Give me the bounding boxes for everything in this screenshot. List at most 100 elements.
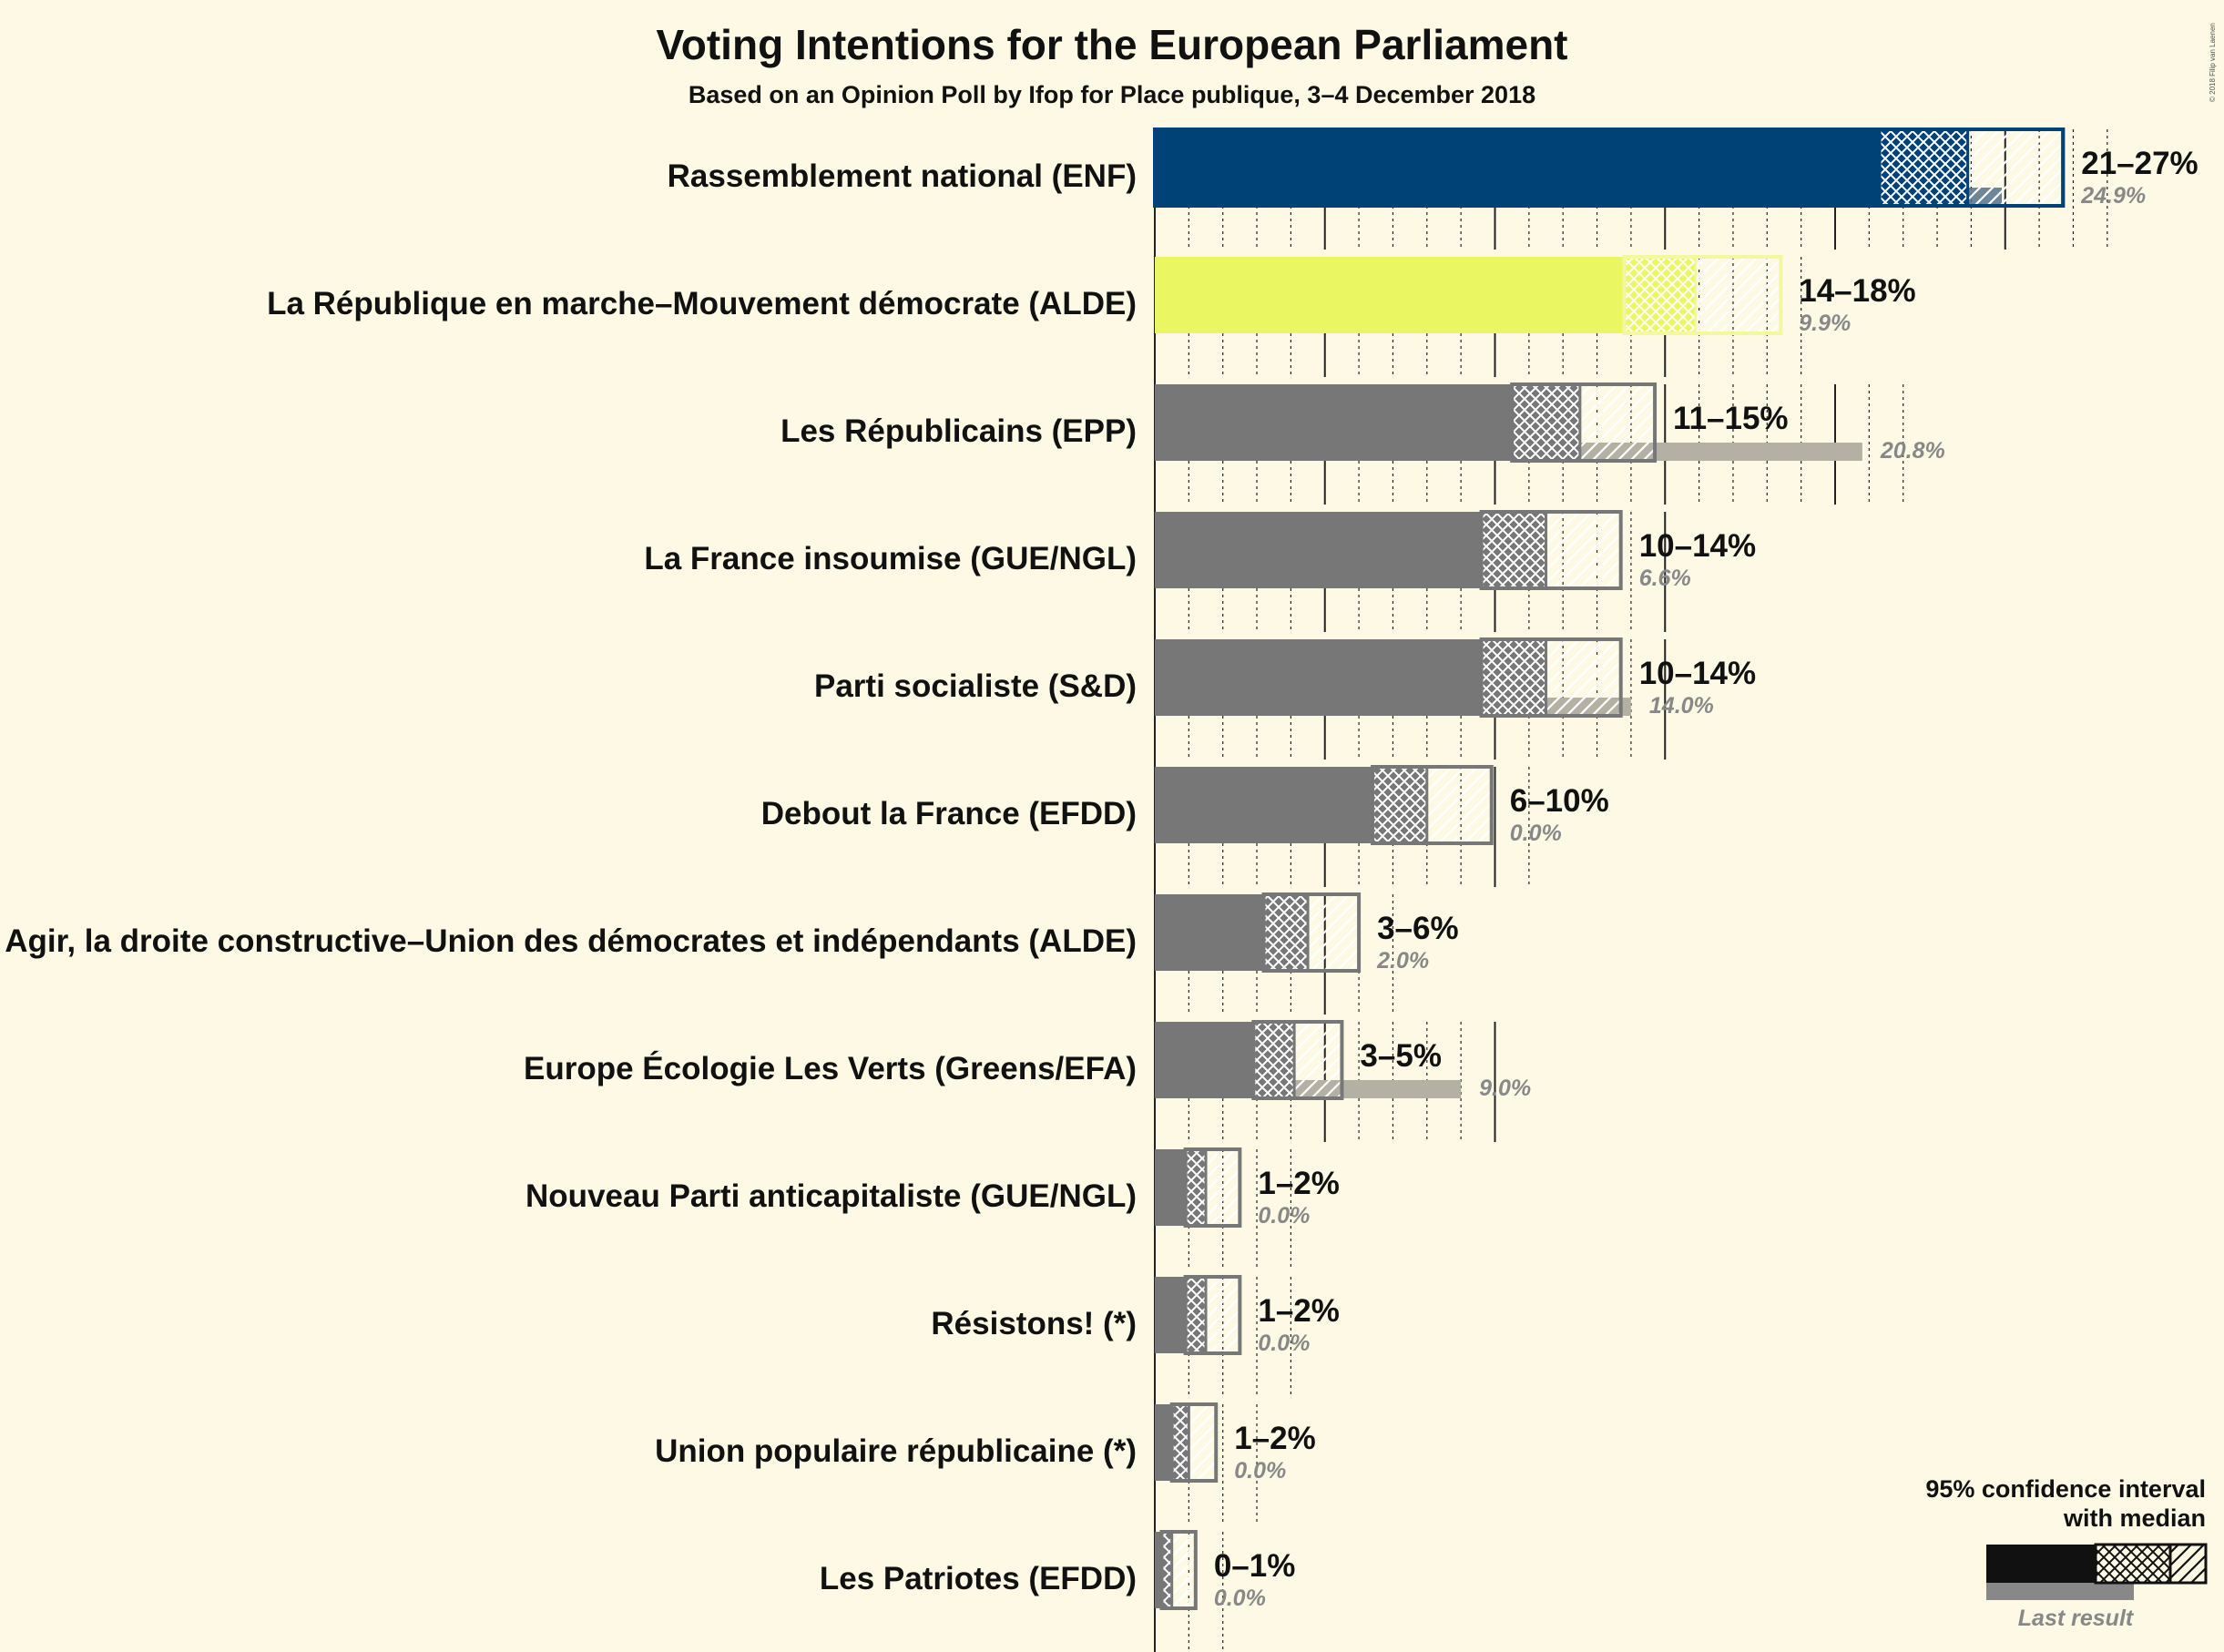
party-label: Nouveau Parti anticapitaliste (GUE/NGL) <box>525 1178 1137 1214</box>
legend-median-crosshatch <box>2096 1545 2170 1583</box>
bar-ci-upper-hatch <box>1967 129 2064 206</box>
range-label: 11–15% <box>1673 401 1789 436</box>
party-label: La France insoumise (GUE/NGL) <box>644 541 1137 576</box>
bar-ci-lower-hatch <box>1372 767 1427 843</box>
bar-ci-outline <box>1159 1530 1198 1610</box>
copyright-note: © 2018 Filip van Laenen <box>2209 23 2217 102</box>
bar-group-10: Union populaire républicaine (*) 1–2%0.0% <box>655 1402 1316 1484</box>
bar-ci-upper-hatch <box>1579 384 1656 461</box>
bar-solid <box>1155 512 1482 588</box>
bar-solid <box>1155 1532 1162 1608</box>
bar-ci-lower-hatch <box>1185 1277 1207 1353</box>
bar-ci-lower-hatch <box>1161 1532 1172 1608</box>
bar-ci-upper-hatch <box>1206 1149 1240 1226</box>
last-result-label: 9.0% <box>1479 1076 1531 1101</box>
bar-group-3: La France insoumise (GUE/NGL) 10–14%6.6% <box>644 510 1756 591</box>
bar-group-5: Debout la France (EFDD) 6–10%0.0% <box>761 765 1609 846</box>
last-result-label: 24.9% <box>2080 183 2146 209</box>
bar-group-11: Les Patriotes (EFDD) 0–1%0.0% <box>820 1530 1296 1611</box>
bar-ci-upper-hatch <box>1546 512 1621 588</box>
legend-last-result-label: Last result <box>2018 1606 2135 1631</box>
bar-solid <box>1155 1022 1254 1098</box>
last-result-label: 9.9% <box>1799 311 1851 336</box>
bar-ci-lower-hatch <box>1481 639 1546 716</box>
bar-ci-lower-hatch <box>1512 384 1580 461</box>
range-label: 10–14% <box>1639 528 1756 564</box>
bar-ci-upper-hatch <box>1206 1277 1240 1353</box>
party-label: Parti socialiste (S&D) <box>814 668 1137 704</box>
range-label: 10–14% <box>1639 656 1756 691</box>
bar-ci-upper-hatch <box>1308 894 1360 971</box>
bar-ci-lower-hatch <box>1481 512 1546 588</box>
bar-ci-lower-hatch <box>1263 894 1309 971</box>
bar-ci-outline <box>1479 637 1623 718</box>
bar-group-8: Nouveau Parti anticapitaliste (GUE/NGL) 1… <box>525 1147 1340 1229</box>
bar-ci-upper-hatch <box>1695 257 1781 333</box>
party-label: Debout la France (EFDD) <box>761 796 1137 831</box>
last-result-label: 2.0% <box>1376 948 1429 974</box>
range-label: 1–2% <box>1258 1293 1340 1329</box>
last-result-label: 0.0% <box>1214 1586 1266 1611</box>
bar-ci-outline <box>1622 255 1783 335</box>
last-result-label: 0.0% <box>1258 1331 1310 1356</box>
bar-group-4: Parti socialiste (S&D) 10–14%14.0% <box>814 637 1756 719</box>
party-label: Résistons! (*) <box>931 1306 1137 1341</box>
bar-ci-upper-hatch <box>1189 1404 1217 1481</box>
bar-ci-lower-hatch <box>1185 1149 1207 1226</box>
party-label: Agir, la droite constructive–Union des d… <box>5 923 1137 959</box>
legend-interval-outline <box>2094 1543 2208 1585</box>
party-label: Union populaire républicaine (*) <box>655 1433 1137 1469</box>
bar-group-2: Les Républicains (EPP) 11–15% 20.8% <box>780 382 1945 464</box>
range-label: 3–5% <box>1360 1038 1442 1074</box>
bar-solid <box>1155 257 1625 333</box>
bar-ci-outline <box>1479 510 1623 590</box>
bar-ci-outline <box>1183 1147 1242 1228</box>
range-label: 0–1% <box>1214 1548 1296 1584</box>
bar-ci-lower-hatch <box>1624 257 1696 333</box>
legend-upper-diagonal <box>2170 1545 2206 1583</box>
bar-group-7: Europe Écologie Les Verts (Greens/EFA) 3–… <box>524 1020 1531 1101</box>
bar-solid <box>1155 1277 1186 1353</box>
bar-ci-upper-hatch <box>1171 1532 1196 1608</box>
bar-group-1: La République en marche–Mouvement démocr… <box>267 255 1916 336</box>
bar-solid <box>1155 1149 1186 1226</box>
range-label: 1–2% <box>1234 1421 1316 1456</box>
bar-ci-lower-hatch <box>1253 1022 1295 1098</box>
last-result-label: 14.0% <box>1649 693 1714 719</box>
party-label: Rassemblement national (ENF) <box>668 158 1137 194</box>
chart-title: Voting Intentions for the European Parli… <box>657 21 1568 68</box>
legend-last-result-swatch <box>1986 1583 2134 1600</box>
legend-label-line1: 95% confidence interval <box>1925 1475 2206 1503</box>
bar-ci-lower-hatch <box>1171 1404 1189 1481</box>
range-label: 14–18% <box>1799 273 1915 309</box>
bar-ci-outline <box>1261 892 1362 973</box>
bars: Rassemblement national (ENF) 21–27%24.9% L… <box>5 127 2198 1611</box>
legend-label-line2: with median <box>2063 1504 2206 1532</box>
party-label: La République en marche–Mouvement démocr… <box>267 286 1137 321</box>
bar-ci-upper-hatch <box>1426 767 1492 843</box>
bar-solid <box>1155 639 1482 716</box>
chart-subtitle: Based on an Opinion Poll by Ifop for Pla… <box>689 81 1535 108</box>
party-label: Les Patriotes (EFDD) <box>820 1561 1137 1596</box>
bar-solid <box>1155 129 1880 206</box>
bar-solid <box>1155 1404 1172 1481</box>
last-result-label: 0.0% <box>1258 1203 1310 1229</box>
bar-solid <box>1155 894 1264 971</box>
bar-group-0: Rassemblement national (ENF) 21–27%24.9% <box>668 127 2198 209</box>
last-result-label: 0.0% <box>1234 1458 1286 1484</box>
bar-ci-upper-hatch <box>1546 639 1621 716</box>
bar-ci-outline <box>1371 765 1494 845</box>
bar-outline <box>1153 127 2066 208</box>
range-label: 1–2% <box>1258 1166 1340 1201</box>
bar-ci-outline <box>1169 1402 1219 1483</box>
range-label: 21–27% <box>2081 146 2198 181</box>
bar-ci-outline <box>1510 382 1658 463</box>
party-label: Europe Écologie Les Verts (Greens/EFA) <box>524 1050 1137 1086</box>
last-result-label: 6.6% <box>1639 566 1691 591</box>
range-label: 3–6% <box>1377 911 1459 946</box>
legend-solid-swatch <box>1986 1545 2096 1583</box>
bar-solid <box>1155 384 1513 461</box>
last-result-label: 0.0% <box>1510 821 1562 846</box>
bar-ci-outline <box>1251 1020 1344 1100</box>
